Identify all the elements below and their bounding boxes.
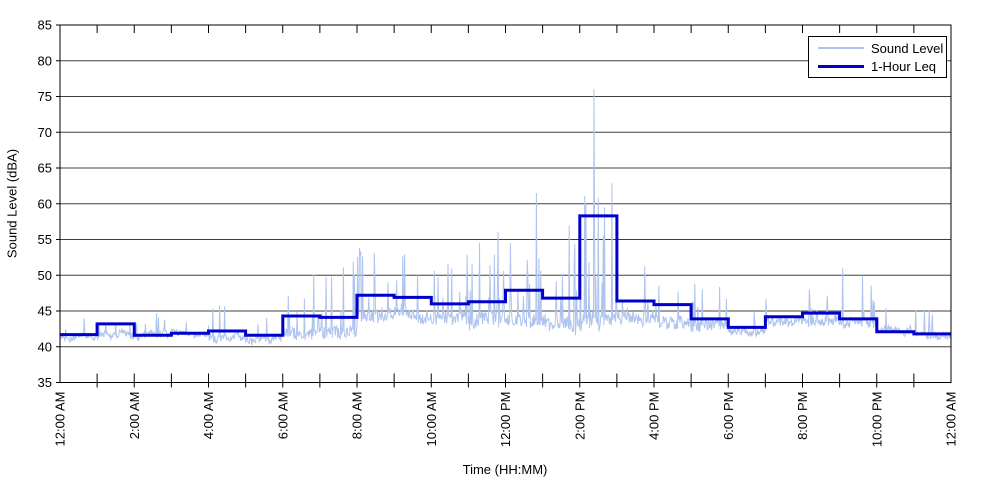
x-tick-label: 12:00 PM: [498, 392, 513, 448]
x-tick-label: 2:00 PM: [572, 392, 587, 440]
x-tick-label: 10:00 PM: [869, 392, 884, 448]
y-tick-label: 80: [38, 53, 52, 68]
y-tick-label: 55: [38, 232, 52, 247]
y-tick-label: 75: [38, 89, 52, 104]
y-axis-title: Sound Level (dBA): [4, 148, 20, 259]
y-tick-label: 40: [38, 339, 52, 354]
x-axis-title: Time (HH:MM): [462, 462, 548, 477]
legend-item-1-hour-leq: 1-Hour Leq: [809, 57, 946, 75]
leq-step-series-line: [60, 214, 951, 337]
x-tick-label: 6:00 AM: [275, 392, 290, 440]
sound-level-line-swatch: [818, 47, 864, 49]
x-tick-label: 2:00 AM: [127, 392, 142, 440]
legend-label-sound-level: Sound Level: [871, 40, 944, 56]
leq-line-swatch: [818, 64, 864, 68]
x-tick-label: 4:00 AM: [201, 392, 216, 440]
y-tick-label: 50: [38, 268, 52, 283]
x-tick-label: 8:00 PM: [795, 392, 810, 440]
x-tick-label: 4:00 PM: [647, 392, 662, 440]
x-tick-label: 12:00 AM: [53, 392, 68, 447]
y-tick-label: 85: [38, 18, 52, 33]
x-tick-label: 6:00 PM: [721, 392, 736, 440]
y-tick-label: 60: [38, 196, 52, 211]
x-tick-label: 10:00 AM: [424, 392, 439, 447]
legend: Sound Level 1-Hour Leq: [808, 36, 947, 78]
plot-border: [59, 24, 952, 383]
legend-item-sound-level: Sound Level: [809, 39, 946, 57]
y-tick-label: 70: [38, 125, 52, 140]
sound-level-series-line: [59, 89, 952, 346]
y-tick-label: 35: [38, 375, 52, 390]
x-tick-label: 12:00 AM: [944, 392, 959, 447]
x-tick-label: 8:00 AM: [350, 392, 365, 440]
legend-label-1-hour-leq: 1-Hour Leq: [871, 58, 937, 74]
y-tick-label: 65: [38, 161, 52, 176]
y-tick-label: 45: [38, 304, 52, 319]
